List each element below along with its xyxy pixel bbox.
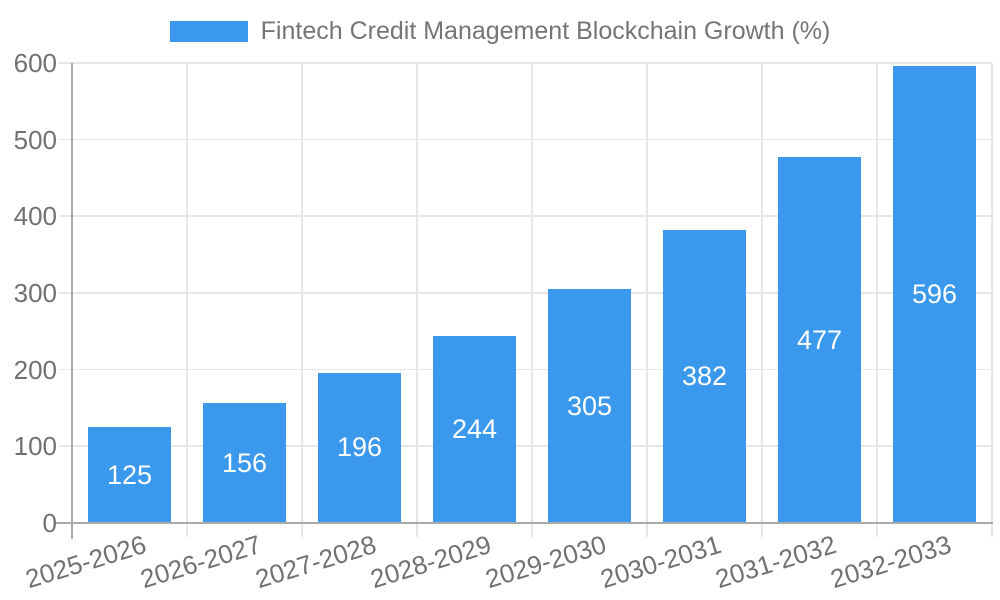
x-tick-label: 2030-2031 <box>597 529 725 595</box>
bar-value-label: 156 <box>221 447 268 478</box>
gridline-v <box>876 63 878 537</box>
bar-value-label: 196 <box>336 432 383 463</box>
bar[interactable]: 596 <box>893 66 976 523</box>
y-tick-label: 400 <box>13 201 57 232</box>
y-tick-label: 300 <box>13 278 57 308</box>
gridline-v <box>761 63 763 537</box>
x-tick-label: 2028-2029 <box>367 529 495 595</box>
x-axis-line <box>56 522 993 524</box>
gridline-v <box>416 63 418 537</box>
gridline-v <box>531 63 533 537</box>
x-tick-label: 2025-2026 <box>22 529 150 595</box>
bar-value-label: 244 <box>451 413 498 444</box>
x-tick-label: 2029-2030 <box>482 529 610 595</box>
gridline-h <box>59 215 992 217</box>
gridline-h <box>59 62 992 64</box>
bar[interactable]: 382 <box>663 230 746 523</box>
gridline-h <box>59 138 992 141</box>
bar[interactable]: 244 <box>433 335 516 523</box>
plot-area: 125 156 196 244 305 382 477 596 <box>59 62 993 537</box>
gridline-h <box>59 445 992 447</box>
x-tick-label: 2031-2032 <box>712 529 840 595</box>
gridline-v <box>646 63 648 537</box>
x-tick-label: 2032-2033 <box>827 529 955 595</box>
y-tick-label: 500 <box>13 124 57 155</box>
y-tick-label: 200 <box>13 354 57 385</box>
legend-swatch-icon[interactable] <box>169 21 248 42</box>
bar-value-label: 477 <box>796 324 843 355</box>
x-tick-label: 2026-2027 <box>137 529 265 595</box>
bar-value-label: 596 <box>911 279 958 310</box>
x-tick-label: 2027-2028 <box>252 529 380 595</box>
gridline-h <box>59 368 992 371</box>
bar-value-label: 382 <box>681 361 728 392</box>
gridline-h <box>59 292 992 294</box>
bar-value-label: 305 <box>566 390 613 421</box>
gridline-v <box>301 63 303 537</box>
y-tick-label: 600 <box>13 48 57 78</box>
bar[interactable]: 305 <box>548 289 631 523</box>
bar[interactable]: 477 <box>778 157 861 523</box>
bar[interactable]: 196 <box>318 372 401 523</box>
legend-label[interactable]: Fintech Credit Management Blockchain Gro… <box>260 17 831 45</box>
bar-value-label: 125 <box>106 459 153 490</box>
gridline-v <box>186 63 188 537</box>
y-axis-line <box>71 63 73 539</box>
bar[interactable]: 156 <box>203 403 286 523</box>
y-tick-label: 100 <box>13 431 57 462</box>
legend[interactable]: Fintech Credit Management Blockchain Gro… <box>0 19 1000 44</box>
gridline-v <box>991 63 993 537</box>
bar[interactable]: 125 <box>88 427 171 523</box>
y-tick-label: 0 <box>42 508 57 538</box>
